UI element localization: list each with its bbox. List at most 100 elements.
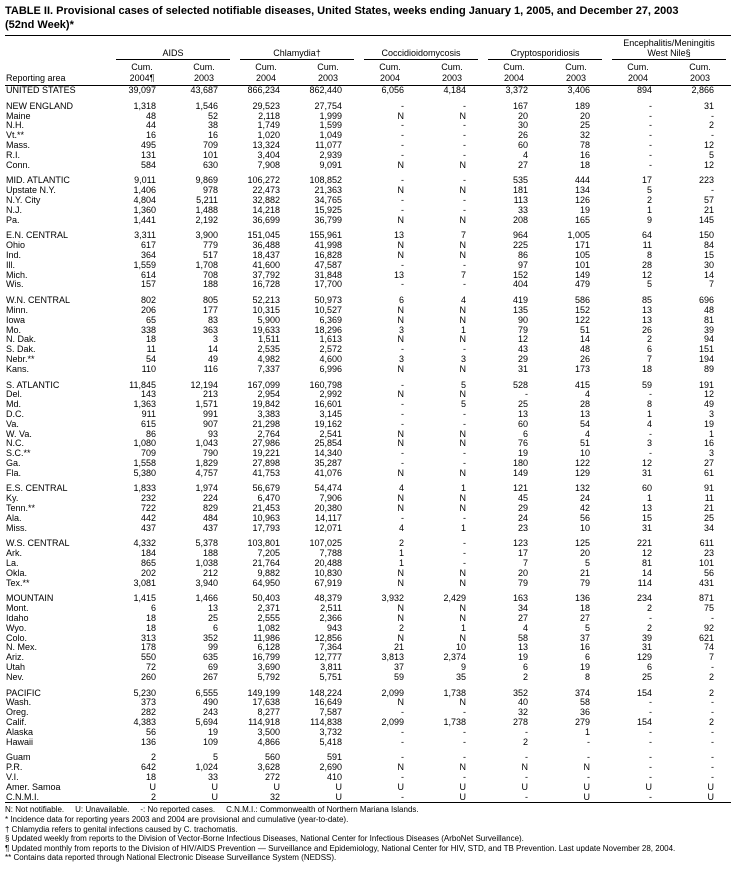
footnote: ** Contains data reported through Nation… — [5, 853, 337, 863]
value-cell: 27,986 — [252, 439, 281, 449]
value-cell: 32 — [270, 792, 281, 802]
value-cell: 32 — [580, 131, 591, 141]
value-cell: N — [397, 763, 405, 773]
value-cell: 150 — [699, 231, 715, 241]
value-cell: 2 — [150, 753, 156, 763]
reporting-area-cell: S. Dak. — [6, 345, 36, 355]
column-subheader: Cum. 2003 — [669, 60, 732, 86]
table-row: W.S. CENTRAL 4,332 5,378 103,801 107,025 2 - 12… — [5, 539, 731, 549]
value-cell: 19 — [518, 653, 529, 663]
value-cell: 495 — [140, 140, 156, 150]
value-cell: 12 — [704, 160, 715, 170]
value-cell: - — [401, 101, 405, 111]
table-title-line1: TABLE II. Provisional cases of selected … — [5, 5, 679, 17]
value-cell: 2,429 — [443, 594, 467, 604]
reporting-area-cell: Wis. — [6, 280, 24, 290]
value-cell: 99 — [208, 643, 219, 653]
table-row: N.C. 1,080 1,043 27,986 25,854 N N 76 51 3 16 — [5, 439, 731, 449]
table-row: PACIFIC 5,230 6,555 149,199 148,224 2,099 1,73… — [5, 689, 731, 699]
value-cell: 19 — [704, 419, 715, 429]
value-cell: 33 — [518, 205, 529, 215]
value-cell: 27 — [518, 160, 529, 170]
value-cell: 27 — [580, 614, 591, 624]
value-cell: 15 — [704, 250, 715, 260]
value-cell: 5,230 — [133, 688, 156, 698]
value-cell: 6 — [523, 429, 529, 439]
disease-group-header: Encephalitis/Meningitis West Nile§ — [607, 36, 731, 60]
reporting-area-cell: E.N. CENTRAL — [6, 231, 69, 241]
value-cell: 18 — [145, 335, 156, 345]
footnote-abbrev-item: N: Not notifiable. — [5, 805, 65, 815]
value-cell: N — [397, 335, 405, 345]
value-cell: 8 — [647, 400, 653, 410]
value-cell: 79 — [518, 325, 529, 335]
value-cell: 103,801 — [247, 539, 281, 549]
value-cell: 1,749 — [257, 121, 281, 131]
value-cell: - — [711, 111, 715, 121]
value-cell: 282 — [140, 708, 156, 718]
value-cell: N — [459, 429, 467, 439]
value-cell: 25 — [208, 614, 219, 624]
value-cell: 45 — [518, 494, 529, 504]
value-cell: 1,559 — [133, 260, 156, 270]
reporting-area-cell: Ga. — [6, 458, 21, 468]
table-row: Conn. 584 630 7,908 9,091 N N 27 18 - 12 — [5, 161, 731, 171]
value-cell: - — [401, 380, 405, 390]
value-cell: N — [459, 241, 467, 251]
value-cell: 106,272 — [247, 176, 281, 186]
disease-group-label: Cryptosporidiosis — [488, 48, 603, 60]
table-row: Oreg. 282 243 8,277 7,587 - - 32 36 - - — [5, 708, 731, 718]
value-cell: 97 — [518, 260, 529, 270]
column-subheader: Cum. 2003 — [173, 60, 236, 86]
value-cell: 2,764 — [257, 429, 281, 439]
notifiable-diseases-table: Reporting area AIDS Chlamydia† Coccidioidom… — [5, 35, 732, 804]
reporting-area-cell: N.Y. City — [6, 195, 41, 205]
value-cell: - — [401, 345, 405, 355]
value-cell: 6,470 — [257, 494, 281, 504]
value-cell: 18 — [580, 604, 591, 614]
value-cell: N — [459, 468, 467, 478]
table-row: Ala. 442 484 10,963 14,117 - - 24 56 15 25 — [5, 514, 731, 524]
value-cell: 50,403 — [252, 594, 281, 604]
value-cell: 109 — [202, 737, 219, 747]
value-cell: 72 — [145, 663, 156, 673]
value-cell: 81 — [704, 315, 715, 325]
table-row: Wis. 157 188 16,728 17,700 - - 404 479 5 7 — [5, 280, 731, 290]
value-cell: 2,866 — [691, 85, 715, 96]
value-cell: 3 — [647, 439, 653, 449]
value-cell: 79 — [518, 578, 529, 588]
value-cell: 6 — [213, 623, 219, 633]
reporting-area-cell: Tenn.** — [6, 504, 36, 514]
value-cell: - — [463, 753, 467, 763]
value-cell: 7,337 — [257, 364, 281, 374]
reporting-area-cell: E.S. CENTRAL — [6, 484, 68, 494]
value-cell: 92 — [704, 623, 715, 633]
value-cell: 4,184 — [443, 85, 467, 96]
value-cell: 23 — [704, 549, 715, 559]
value-cell: 134 — [574, 186, 591, 196]
value-cell: 1,005 — [567, 231, 591, 241]
value-cell: 10,527 — [314, 305, 343, 315]
value-cell: - — [463, 260, 467, 270]
value-cell: 374 — [574, 688, 591, 698]
value-cell: - — [711, 763, 715, 773]
value-cell: N — [459, 364, 467, 374]
value-cell: 7,364 — [319, 643, 343, 653]
value-cell: 64,950 — [252, 578, 281, 588]
value-cell: N — [459, 160, 467, 170]
value-cell: U — [211, 782, 219, 792]
value-cell: 2 — [709, 688, 715, 698]
table-body: UNITED STATES 39,097 43,687 866,234 862,440 6… — [5, 86, 731, 803]
value-cell: 31 — [642, 643, 653, 653]
value-cell: 2 — [647, 623, 653, 633]
value-cell: N — [459, 504, 467, 514]
value-cell: 23 — [518, 523, 529, 533]
value-cell: 101 — [574, 260, 591, 270]
value-cell: U — [335, 792, 343, 802]
value-cell: - — [711, 186, 715, 196]
column-subheader: Cum. 2003 — [297, 60, 360, 86]
value-cell: 13 — [394, 270, 405, 280]
value-cell: 410 — [326, 773, 343, 782]
value-cell: 94 — [704, 335, 715, 345]
table-row: Hawaii 136 109 4,866 5,418 - - 2 - - - — [5, 738, 731, 748]
